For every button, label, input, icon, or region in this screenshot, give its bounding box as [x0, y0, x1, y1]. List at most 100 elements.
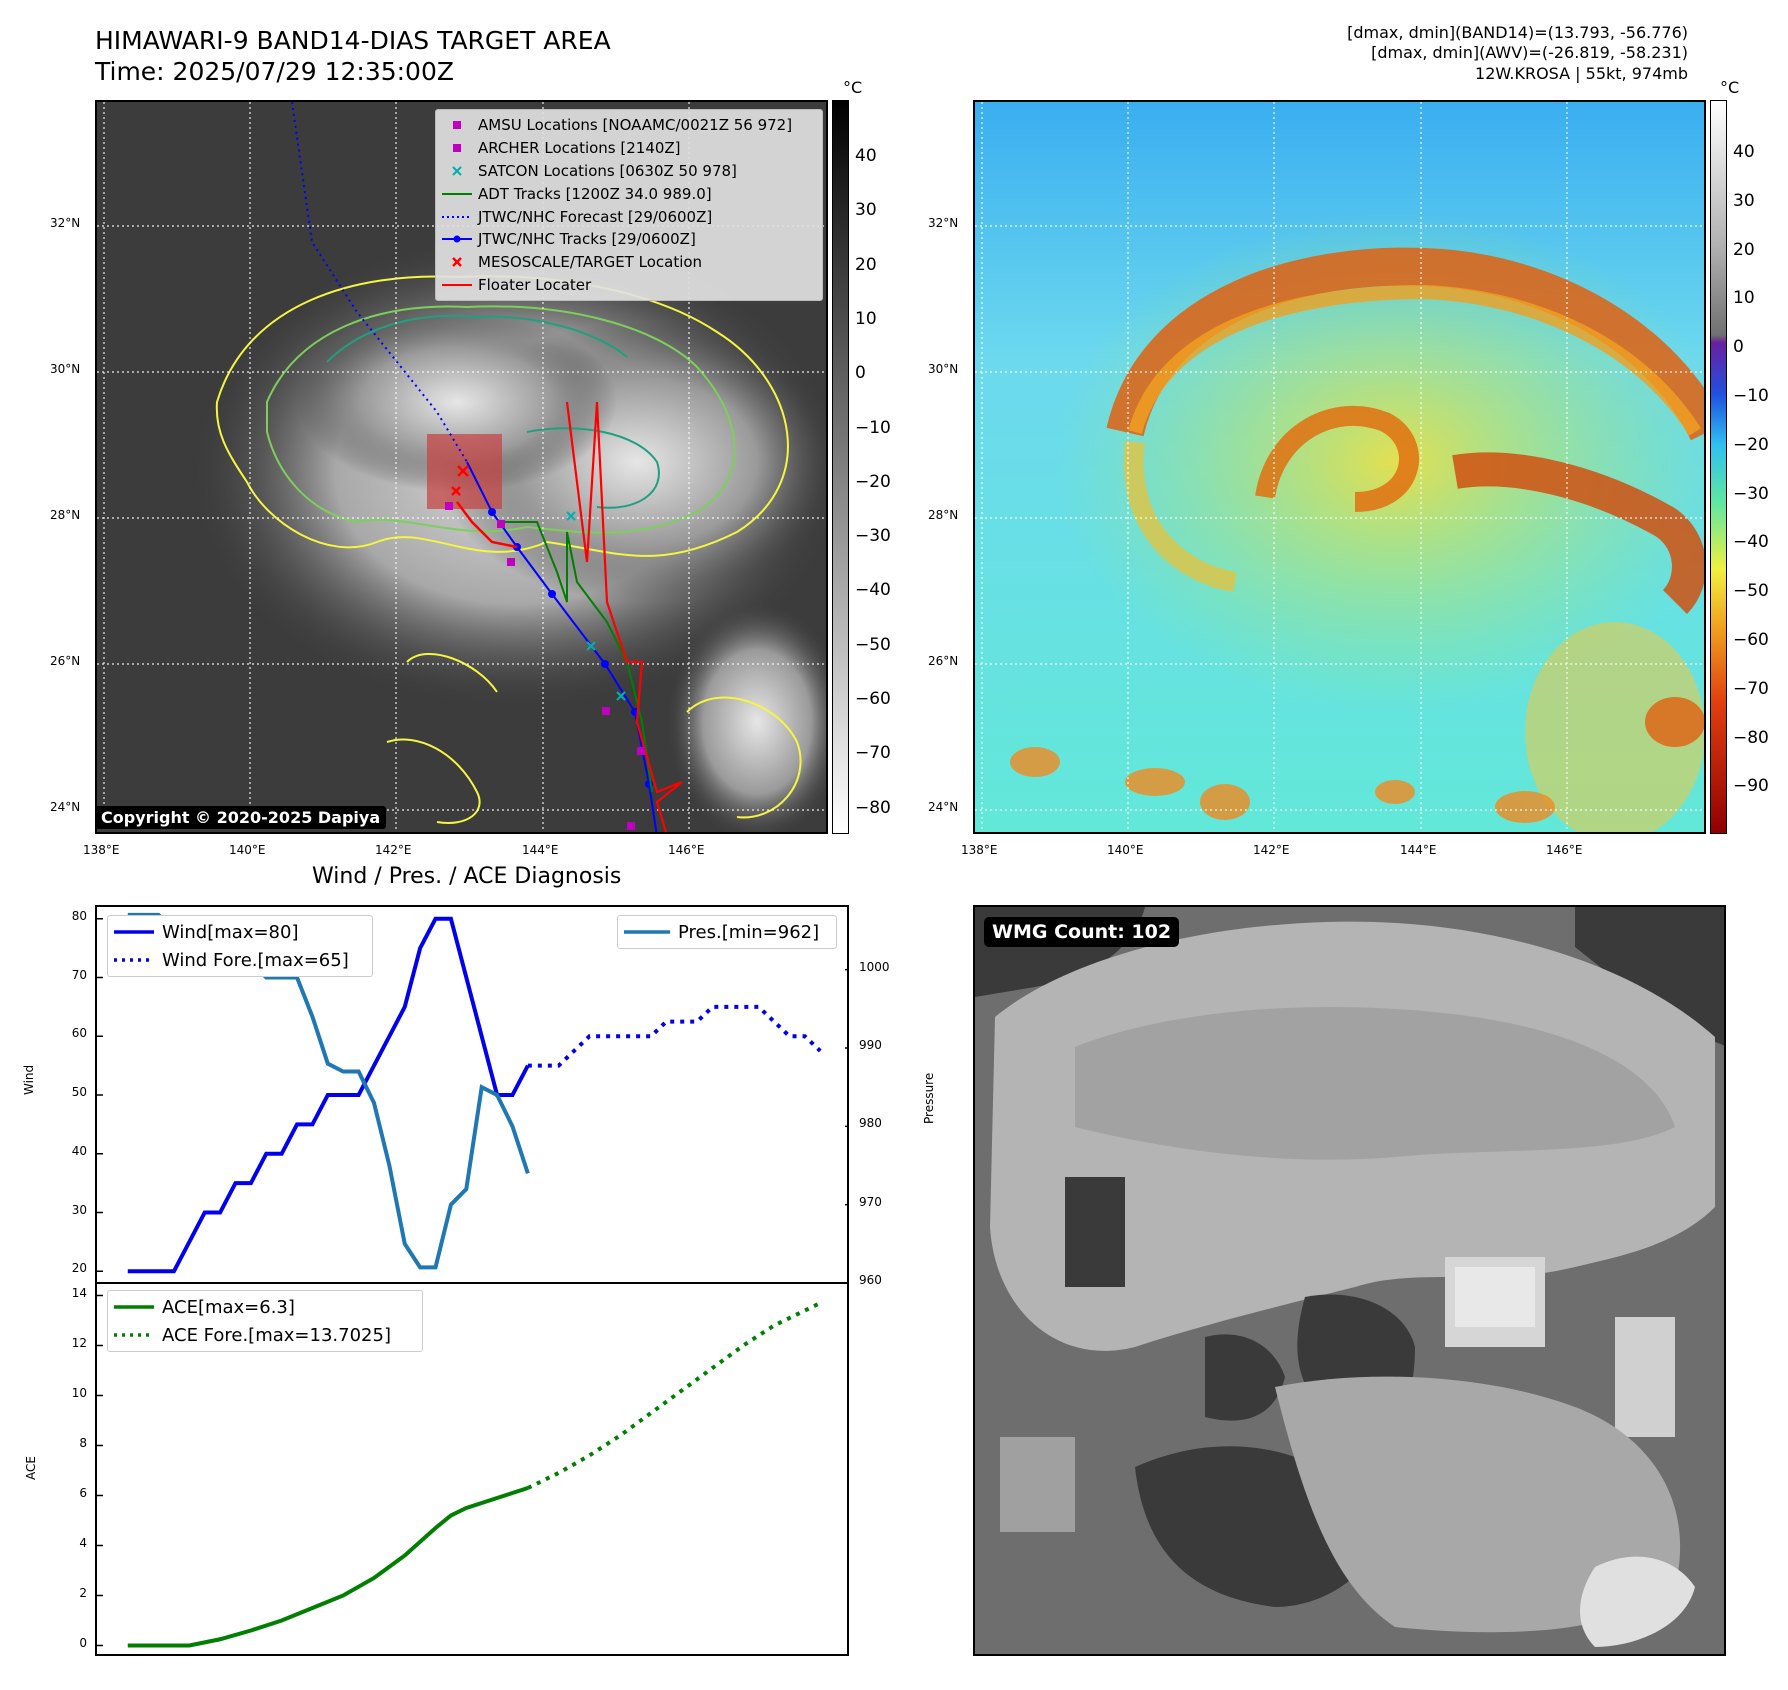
lat-label: 30°N — [50, 362, 81, 376]
awv-spiral-band-outer — [1106, 247, 1704, 441]
legend-item-wind-forecast: Wind Fore.[max=65] — [108, 946, 372, 974]
lat-label: 26°N — [928, 654, 959, 668]
ace-legend: ACE[max=6.3] ACE Fore.[max=13.7025] — [107, 1290, 423, 1352]
lat-label: 24°N — [928, 800, 959, 814]
pressure-tick: 990 — [859, 1038, 882, 1052]
cloud-band-south — [667, 602, 826, 832]
colorbar-tick: 30 — [1733, 190, 1755, 211]
legend-item-ace-forecast: ACE Fore.[max=13.7025] — [108, 1321, 422, 1349]
ir-colorbar — [832, 100, 849, 834]
legend-label: AMSU Locations [NOAAMC/0021Z 56 972] — [478, 116, 793, 135]
lon-label: 146°E — [1546, 843, 1583, 857]
colorbar-tick: −90 — [1733, 776, 1769, 797]
awv-spiral-band-edge — [1128, 284, 1701, 436]
ace-tick: 4 — [79, 1535, 87, 1550]
awv-band-west — [1123, 440, 1237, 592]
legend-item-jtwc-tracks: JTWC/NHC Tracks [29/0600Z] — [436, 228, 822, 251]
awv-gridlines — [975, 102, 1704, 832]
lon-label: 144°E — [1400, 843, 1437, 857]
wmg-bright-south — [1580, 1556, 1695, 1647]
colorbar-tick: 0 — [1733, 337, 1744, 358]
ir-map-panel: AMSU Locations [NOAAMC/0021Z 56 972] ARC… — [95, 100, 828, 834]
colorbar-tick: 40 — [855, 146, 877, 166]
wind-axis-label: Wind — [22, 1064, 36, 1095]
legend-item-adt: ADT Tracks [1200Z 34.0 989.0] — [436, 182, 822, 205]
legend-item-wind: Wind[max=80] — [108, 918, 372, 946]
legend-label: Wind[max=80] — [162, 921, 299, 943]
contour-yellow-fragment-2 — [386, 738, 481, 824]
ace-series-line — [127, 1486, 529, 1648]
legend-item-pressure: Pres.[min=962] — [618, 918, 836, 946]
legend-label: Pres.[min=962] — [678, 921, 820, 943]
colorbar-tick: −50 — [1733, 581, 1769, 602]
colorbar-tick: −40 — [855, 580, 891, 601]
wind-legend: Wind[max=80] Wind Fore.[max=65] — [107, 915, 373, 977]
wmg-dark-west — [1065, 1177, 1125, 1287]
legend-label: JTWC/NHC Tracks [29/0600Z] — [478, 230, 696, 249]
wmg-bright-east — [1615, 1317, 1675, 1437]
contour-green-inner — [266, 305, 736, 534]
ir-map-graphics — [97, 102, 826, 832]
diagnosis-panel: Wind[max=80] Wind Fore.[max=65] Pres.[mi… — [95, 905, 849, 1656]
pressure-tick: 1000 — [859, 959, 890, 974]
pressure-tick: 960 — [859, 1273, 882, 1287]
wmg-panel — [973, 905, 1726, 1656]
lat-label: 32°N — [928, 216, 959, 230]
map-legend: AMSU Locations [NOAAMC/0021Z 56 972] ARC… — [435, 109, 823, 302]
awv-band-east — [1452, 452, 1704, 615]
lon-label: 138°E — [83, 843, 120, 857]
awv-spiral-band-inner — [1255, 405, 1419, 512]
wmg-mid-band — [1075, 1007, 1675, 1160]
colorbar-unit: °C — [1720, 78, 1740, 97]
wind-series-line — [127, 916, 530, 1274]
awv-colorbar — [1710, 100, 1727, 834]
colorbar-tick: −60 — [1733, 630, 1769, 650]
lon-label: 146°E — [668, 843, 705, 857]
contour-teal-arc — [326, 314, 628, 363]
amsu-archer-markers — [445, 502, 645, 830]
colorbar-tick: 20 — [1733, 239, 1755, 260]
ace-tick: 12 — [71, 1335, 87, 1350]
ace-tick: 6 — [79, 1485, 87, 1500]
legend-label: Floater Locater — [478, 275, 592, 294]
awv-map-graphics — [975, 102, 1704, 832]
wind-tick: 50 — [71, 1085, 87, 1099]
colorbar-tick: −10 — [855, 417, 891, 438]
colorbar-tick: −60 — [855, 689, 891, 709]
colorbar-tick: −30 — [855, 526, 891, 547]
info-line-2: [dmax, dmin](AWV)=(-26.819, -58.231) — [1371, 43, 1688, 62]
legend-item-target: MESOSCALE/TARGET Location — [436, 251, 822, 274]
lat-label: 30°N — [928, 362, 959, 376]
info-line-1: [dmax, dmin](BAND14)=(13.793, -56.776) — [1347, 23, 1688, 42]
legend-label: ADT Tracks [1200Z 34.0 989.0] — [478, 184, 712, 203]
wmg-gray-west — [1000, 1437, 1075, 1532]
wmg-graphics — [975, 907, 1724, 1654]
wind-tick: 60 — [71, 1026, 87, 1041]
colorbar-tick: 20 — [855, 254, 877, 275]
wmg-count-badge: WMG Count: 102 — [984, 917, 1180, 947]
lat-label: 32°N — [50, 216, 81, 230]
ace-axis-label: ACE — [24, 1456, 38, 1480]
lat-label: 24°N — [50, 800, 81, 814]
legend-label: ACE Fore.[max=13.7025] — [162, 1324, 391, 1346]
pressure-legend: Pres.[min=962] — [617, 915, 837, 949]
ace-tick: 14 — [71, 1285, 87, 1300]
lat-label: 26°N — [50, 654, 81, 668]
pressure-tick: 980 — [859, 1116, 882, 1131]
diagnosis-title: Wind / Pres. / ACE Diagnosis — [312, 864, 622, 889]
legend-item-archer: ARCHER Locations [2140Z] — [436, 137, 822, 160]
colorbar-tick: 0 — [855, 363, 866, 384]
title-line-2: Time: 2025/07/29 12:35:00Z — [95, 57, 454, 86]
contour-yellow-south — [686, 696, 802, 819]
colorbar-tick: 10 — [1733, 288, 1755, 309]
lat-label: 28°N — [50, 508, 81, 522]
wind-tick: 70 — [71, 967, 87, 982]
legend-item-amsu: AMSU Locations [NOAAMC/0021Z 56 972] — [436, 114, 822, 137]
legend-item-satcon: SATCON Locations [0630Z 50 978] — [436, 160, 822, 183]
legend-label: SATCON Locations [0630Z 50 978] — [478, 161, 737, 180]
pressure-tick: 970 — [859, 1194, 882, 1209]
lon-label: 142°E — [375, 843, 412, 857]
jtwc-best-track — [466, 461, 658, 832]
colorbar-tick: −70 — [1733, 678, 1769, 699]
ace-tick: 2 — [79, 1585, 87, 1600]
